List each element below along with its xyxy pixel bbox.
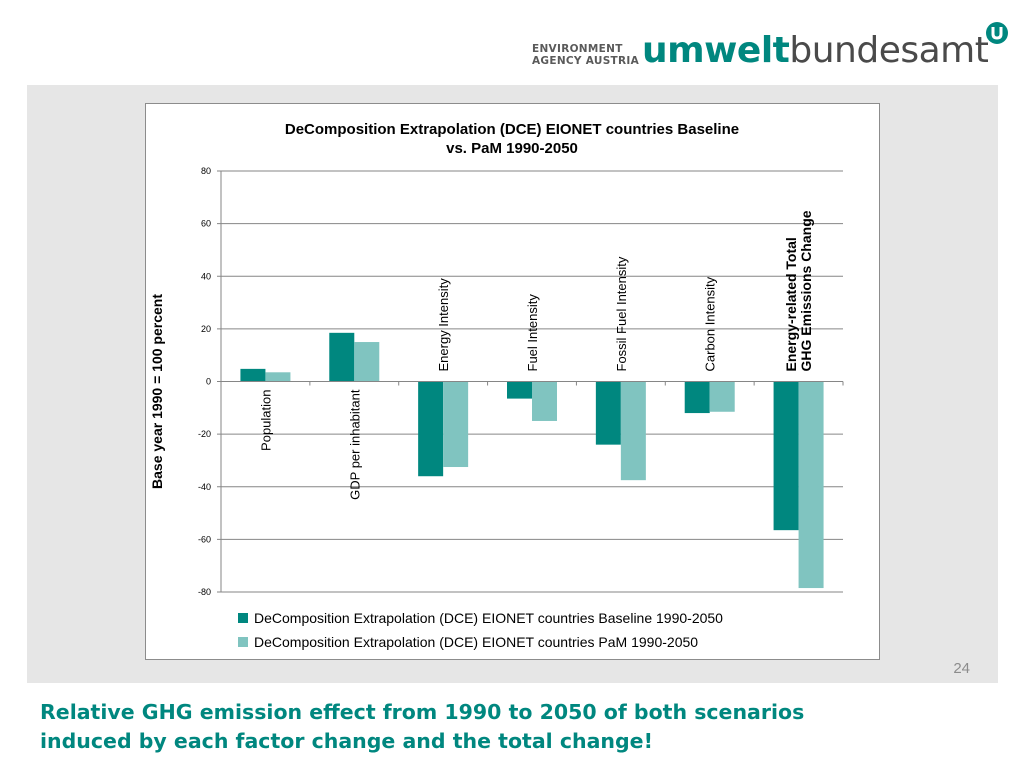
category-label: Fossil Fuel Intensity <box>614 256 629 371</box>
caption-line-2: induced by each factor change and the to… <box>40 729 653 753</box>
bar-series-2 <box>443 381 469 468</box>
category-label: GDP per inhabitant <box>347 389 362 500</box>
bar-series-2 <box>265 372 291 382</box>
bar-series-1 <box>684 381 710 414</box>
category-label: Energy-related Total <box>783 237 799 371</box>
y-tick-label: -20 <box>198 429 211 439</box>
logo-wordmark: umweltbundesamt <box>642 30 989 71</box>
legend-swatch-1 <box>238 613 248 623</box>
category-label: Fuel Intensity <box>525 294 540 372</box>
legend-swatch-2 <box>238 637 248 647</box>
bar-series-2 <box>532 381 557 421</box>
legend-label-2: DeComposition Extrapolation (DCE) EIONET… <box>254 634 698 650</box>
y-tick-label: -80 <box>198 587 211 597</box>
bar-series-1 <box>240 368 266 382</box>
y-tick-label: 40 <box>201 271 211 281</box>
bar-series-2 <box>620 381 646 481</box>
slide-caption: Relative GHG emission effect from 1990 t… <box>40 698 1000 756</box>
bar-series-1 <box>773 381 799 531</box>
y-tick-label: 60 <box>201 219 211 229</box>
bar-chart: DeComposition Extrapolation (DCE) EIONET… <box>149 121 844 650</box>
legend-label-1: DeComposition Extrapolation (DCE) EIONET… <box>254 610 723 626</box>
chart-frame: DeComposition Extrapolation (DCE) EIONET… <box>145 103 880 660</box>
y-tick-label: 80 <box>201 166 211 176</box>
caption-line-1: Relative GHG emission effect from 1990 t… <box>40 700 805 724</box>
page-number: 24 <box>953 660 970 677</box>
logo-line-2: AGENCY AUSTRIA <box>532 55 640 67</box>
bar-series-1 <box>595 381 621 445</box>
chart-title-line: vs. PaM 1990-2050 <box>446 140 578 157</box>
category-label: Population <box>258 390 273 451</box>
logo-u-badge-icon <box>986 22 1008 44</box>
bar-series-1 <box>418 381 444 477</box>
bar-series-1 <box>507 381 532 399</box>
y-tick-label: 20 <box>201 324 211 334</box>
y-tick-label: -60 <box>198 534 211 544</box>
category-label: Carbon Intensity <box>703 276 718 371</box>
bar-series-2 <box>709 381 735 412</box>
logo-agency-text: ENVIRONMENT AGENCY AUSTRIA <box>532 43 639 67</box>
bar-series-2 <box>798 381 824 589</box>
bar-series-1 <box>329 332 355 382</box>
chart-title-line: DeComposition Extrapolation (DCE) EIONET… <box>285 121 739 138</box>
logo-line-1: ENVIRONMENT <box>532 43 623 55</box>
umweltbundesamt-logo: ENVIRONMENT AGENCY AUSTRIA umweltbundesa… <box>532 22 1012 82</box>
category-label: Energy Intensity <box>436 278 451 372</box>
y-tick-label: 0 <box>206 377 211 387</box>
logo-wordmark-rest: bundesamt <box>789 30 989 71</box>
y-axis-title: Base year 1990 = 100 percent <box>149 294 165 489</box>
category-label: GHG Emissions Change <box>798 210 814 371</box>
y-tick-label: -40 <box>198 482 211 492</box>
bar-series-2 <box>354 342 380 382</box>
logo-wordmark-bold: umwelt <box>642 30 790 71</box>
